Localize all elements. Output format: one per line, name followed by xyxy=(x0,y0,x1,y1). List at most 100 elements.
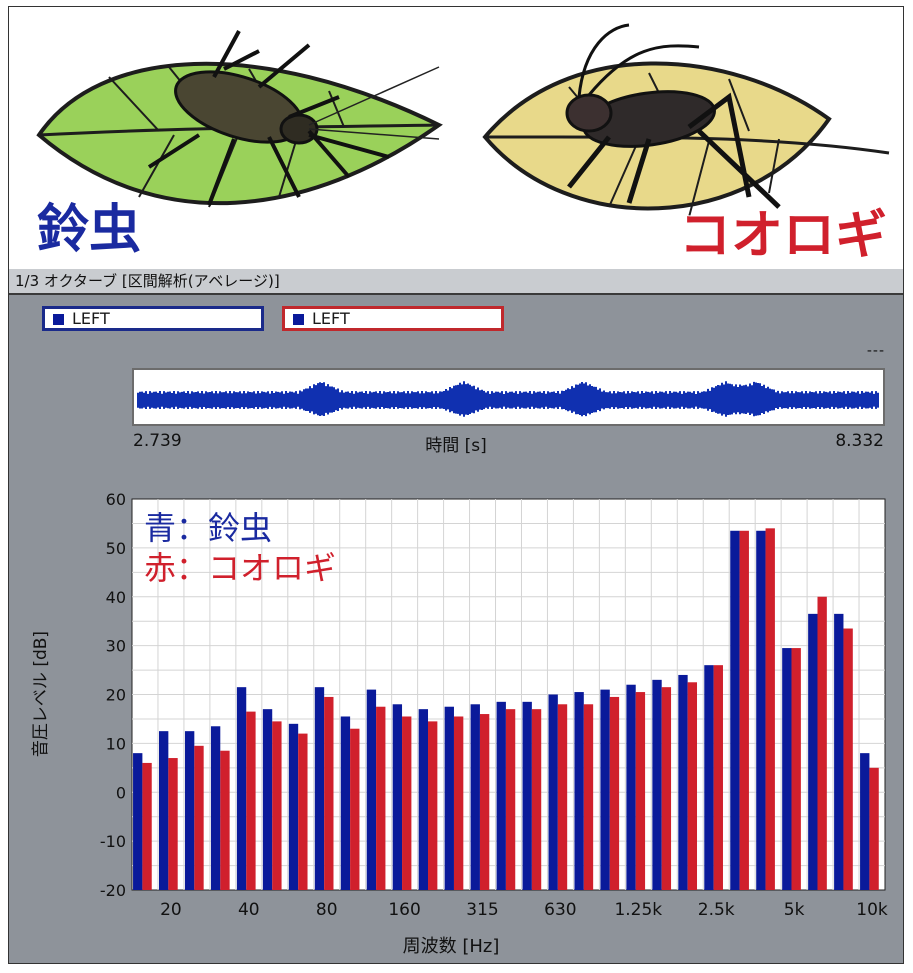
bar-red xyxy=(739,530,749,890)
bar-red xyxy=(869,767,879,890)
x-tick-label: 40 xyxy=(238,900,260,920)
legend-blue-channel[interactable]: LEFT xyxy=(42,306,264,331)
bar-blue xyxy=(626,684,636,890)
bug-right-name: コオロギ xyxy=(679,206,887,266)
x-tick-label: 10k xyxy=(856,900,888,920)
bar-blue xyxy=(860,753,870,890)
y-tick-label: 60 xyxy=(106,490,126,509)
koorogi-icon xyxy=(565,23,781,209)
bar-blue xyxy=(133,753,143,890)
suzumushi-icon xyxy=(147,30,440,206)
bar-blue xyxy=(548,694,558,890)
bar-red xyxy=(765,528,775,891)
bar-blue xyxy=(652,679,662,890)
yellow-leaf-icon xyxy=(482,61,890,218)
bar-red xyxy=(298,733,308,890)
bar-red xyxy=(246,711,256,890)
bar-blue xyxy=(288,723,299,890)
bar-red xyxy=(609,696,620,890)
legend-red-channel[interactable]: LEFT xyxy=(282,306,504,331)
waveform-trace xyxy=(137,381,879,417)
x-ticks: 20 40 80 160 315 630 1.25k 2.5k 5k 10k xyxy=(160,900,888,920)
bar-red xyxy=(791,648,801,890)
y-tick-label: 10 xyxy=(106,734,126,753)
x-tick-label: 160 xyxy=(388,900,420,920)
bar-blue xyxy=(236,687,247,890)
waveform-path xyxy=(137,381,879,417)
bar-blue xyxy=(782,648,792,890)
bar-blue xyxy=(314,687,325,890)
bar-red xyxy=(817,596,827,890)
bar-blue xyxy=(808,613,818,890)
annotation-blue: 青：鈴虫 xyxy=(144,509,272,547)
x-tick-label: 80 xyxy=(316,900,338,920)
bar-blue xyxy=(262,709,273,890)
y-tick-label: 30 xyxy=(106,637,126,656)
x-axis-label: 周波数 [Hz] xyxy=(403,936,500,957)
time-end-label: 8.332 xyxy=(835,431,884,451)
header-illustration: 鈴虫 コオロギ xyxy=(9,7,903,269)
bar-red xyxy=(557,704,568,890)
spectrum-chart: 60 50 40 30 20 10 0 -10 -20 20 40 80 160 315 630 1.25k… xyxy=(31,490,888,957)
bar-red xyxy=(376,706,386,890)
bar-red xyxy=(402,716,412,890)
bar-blue xyxy=(522,701,532,890)
y-tick-label: -20 xyxy=(100,881,126,900)
legend-blue-label: LEFT xyxy=(72,309,110,328)
bar-red xyxy=(713,665,723,890)
bar-blue xyxy=(730,530,740,890)
bar-red xyxy=(194,745,204,890)
legend-red-label: LEFT xyxy=(312,309,350,328)
bar-blue xyxy=(834,613,844,890)
bar-red xyxy=(635,692,646,890)
insect-illustration: 鈴虫 コオロギ xyxy=(36,23,890,267)
bar-blue xyxy=(470,704,480,890)
app-frame: 鈴虫 コオロギ 1/3 オクターブ [区間解析(アベレージ)] LEFT LEF… xyxy=(8,6,904,964)
bar-red xyxy=(843,628,853,890)
bar-blue xyxy=(366,689,377,890)
bar-red xyxy=(350,728,360,890)
y-tick-label: -10 xyxy=(100,832,126,851)
bar-red xyxy=(453,716,464,890)
bar-blue xyxy=(444,706,454,890)
bar-red xyxy=(168,758,178,890)
bar-red xyxy=(505,709,516,890)
bar-red xyxy=(272,721,282,890)
bar-blue xyxy=(418,709,429,890)
bar-blue xyxy=(574,692,584,890)
y-tick-label: 50 xyxy=(106,539,126,558)
time-start-label: 2.739 xyxy=(133,431,182,451)
indicator-dash: --- xyxy=(866,343,885,359)
x-tick-label: 20 xyxy=(160,900,182,920)
bar-red xyxy=(583,704,594,890)
bar-blue xyxy=(159,731,169,890)
y-ticks: 60 50 40 30 20 10 0 -10 -20 xyxy=(100,490,126,900)
annotation-red: 赤：コオロギ xyxy=(144,549,336,587)
bar-blue xyxy=(392,704,403,890)
bar-blue xyxy=(756,530,766,890)
y-tick-label: 40 xyxy=(106,588,126,607)
bar-red xyxy=(661,687,672,890)
y-axis-label: 音圧レベル [dB] xyxy=(31,631,51,757)
waveform-view[interactable] xyxy=(132,368,885,426)
x-tick-label: 2.5k xyxy=(698,900,735,920)
bar-red xyxy=(428,721,438,890)
analysis-mode-label: 1/3 オクターブ [区間解析(アベレージ)] xyxy=(9,269,903,295)
bar-blue xyxy=(678,674,688,890)
x-tick-label: 1.25k xyxy=(614,900,662,920)
x-tick-label: 630 xyxy=(544,900,576,920)
bar-blue xyxy=(704,665,714,890)
bar-red xyxy=(324,696,334,890)
time-axis-label: 時間 [s] xyxy=(425,436,487,456)
bar-blue xyxy=(340,716,351,890)
bar-red xyxy=(220,750,230,890)
bar-blue xyxy=(600,689,610,890)
bug-left-name: 鈴虫 xyxy=(37,200,141,260)
y-tick-label: 20 xyxy=(106,686,126,705)
bar-blue xyxy=(210,726,221,890)
bar-red xyxy=(142,762,152,890)
bar-blue xyxy=(496,701,506,890)
bar-blue xyxy=(184,731,195,890)
blue-swatch-icon xyxy=(293,314,304,325)
bar-red xyxy=(531,709,542,890)
